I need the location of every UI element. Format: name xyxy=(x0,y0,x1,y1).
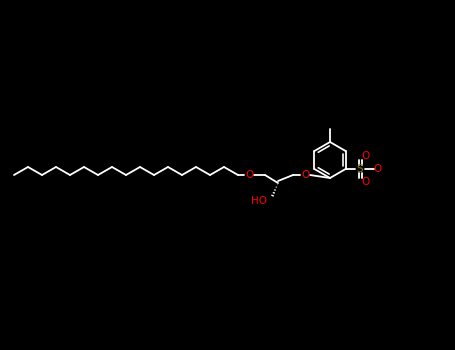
Text: O: O xyxy=(301,170,309,180)
Text: HO: HO xyxy=(251,196,267,206)
Text: O: O xyxy=(374,164,382,174)
Text: O: O xyxy=(361,177,370,187)
Text: O: O xyxy=(245,170,253,180)
Text: S: S xyxy=(356,164,363,174)
Text: O: O xyxy=(361,151,370,161)
